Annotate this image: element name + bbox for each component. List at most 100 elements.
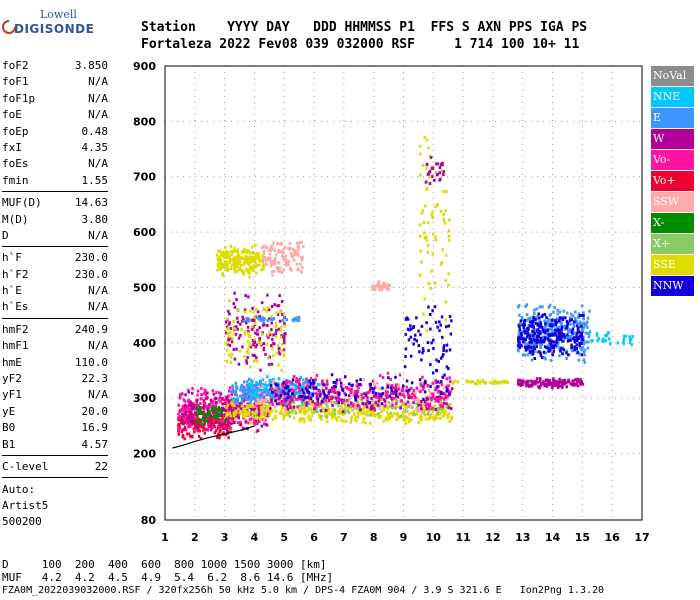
echo-point (253, 265, 256, 269)
echo-point (290, 398, 294, 402)
echo-point (557, 340, 560, 344)
echo-point (253, 258, 257, 262)
echo-point (236, 320, 240, 324)
echo-point (261, 388, 264, 392)
echo-point (270, 400, 273, 404)
echo-point (276, 393, 279, 397)
param-row: MUF(D) 14.63 (2, 195, 108, 211)
echo-point (253, 315, 256, 319)
echo-point (284, 254, 287, 258)
echo-point (220, 411, 223, 415)
echo-point (252, 343, 255, 347)
echo-point (270, 328, 273, 332)
echo-point (268, 381, 272, 385)
echo-point (402, 384, 405, 388)
echo-point (337, 391, 341, 395)
echo-point (430, 213, 433, 217)
echo-point (425, 402, 428, 406)
echo-point (226, 432, 229, 436)
echo-point (442, 170, 446, 174)
echo-point (262, 307, 266, 311)
echo-point (378, 407, 382, 411)
echo-point (340, 405, 343, 409)
echo-point (188, 408, 191, 412)
echo-point (353, 407, 356, 411)
echo-point (435, 162, 438, 166)
echo-point (232, 263, 235, 267)
echo-point (437, 389, 440, 393)
echo-point (259, 395, 262, 399)
echo-point (248, 271, 251, 275)
echo-point (530, 353, 533, 357)
echo-point (249, 260, 253, 264)
echo-point (365, 413, 369, 417)
echo-point (280, 342, 284, 346)
echo-point (278, 411, 282, 415)
echo-point (254, 322, 257, 325)
echo-point (272, 241, 275, 245)
echo-point (280, 391, 283, 395)
echo-point (373, 383, 376, 387)
echo-point (249, 421, 252, 425)
param-key: foEp (2, 124, 29, 138)
echo-point (293, 392, 296, 396)
echo-point (402, 410, 405, 414)
echo-point (264, 245, 268, 249)
echo-point (259, 342, 262, 346)
echo-point (517, 331, 521, 335)
echo-point (287, 260, 291, 263)
echo-point (265, 393, 268, 397)
echo-point (312, 386, 316, 390)
echo-point (431, 166, 435, 170)
param-key: foF2 (2, 59, 29, 72)
echo-point (404, 405, 407, 409)
echo-point (426, 403, 430, 407)
echo-point (211, 406, 214, 410)
echo-point (371, 391, 375, 394)
echo-point (187, 403, 191, 407)
param-key: foE (2, 108, 22, 122)
echo-point (438, 329, 441, 333)
echo-point (232, 391, 236, 394)
echo-point (442, 190, 445, 193)
echo-point (407, 338, 411, 342)
echo-point (536, 314, 539, 318)
echo-point (295, 391, 299, 395)
echo-point (438, 417, 442, 420)
echo-point (292, 389, 295, 392)
echo-point (268, 413, 271, 417)
echo-point (324, 398, 327, 402)
echo-point (431, 381, 435, 385)
echo-point (333, 389, 336, 393)
echo-point (411, 405, 414, 409)
echo-point (239, 423, 243, 427)
echo-point (337, 415, 340, 419)
echo-point (448, 218, 451, 222)
echo-point (225, 348, 229, 352)
echo-point (395, 402, 398, 405)
echo-point (306, 385, 309, 389)
echo-point (242, 272, 245, 276)
echo-point (243, 409, 246, 412)
echo-point (236, 399, 239, 402)
echo-point (213, 409, 216, 413)
echo-point (427, 389, 431, 393)
echo-point (251, 306, 254, 310)
echo-point (260, 410, 263, 414)
echo-point (216, 258, 220, 262)
echo-point (231, 389, 234, 393)
echo-point (204, 389, 207, 393)
echo-point (404, 402, 408, 406)
echo-point (291, 318, 294, 322)
echo-point (218, 408, 222, 412)
param-key: B1 (2, 437, 16, 451)
echo-point (261, 400, 265, 404)
echo-point (428, 154, 431, 158)
param-row: hmE 110.0 (2, 355, 108, 371)
echo-point (218, 255, 221, 259)
echo-point (271, 317, 275, 321)
echo-point (245, 267, 248, 271)
echo-point (178, 396, 182, 400)
echo-point (321, 397, 324, 401)
echo-point (264, 259, 268, 263)
